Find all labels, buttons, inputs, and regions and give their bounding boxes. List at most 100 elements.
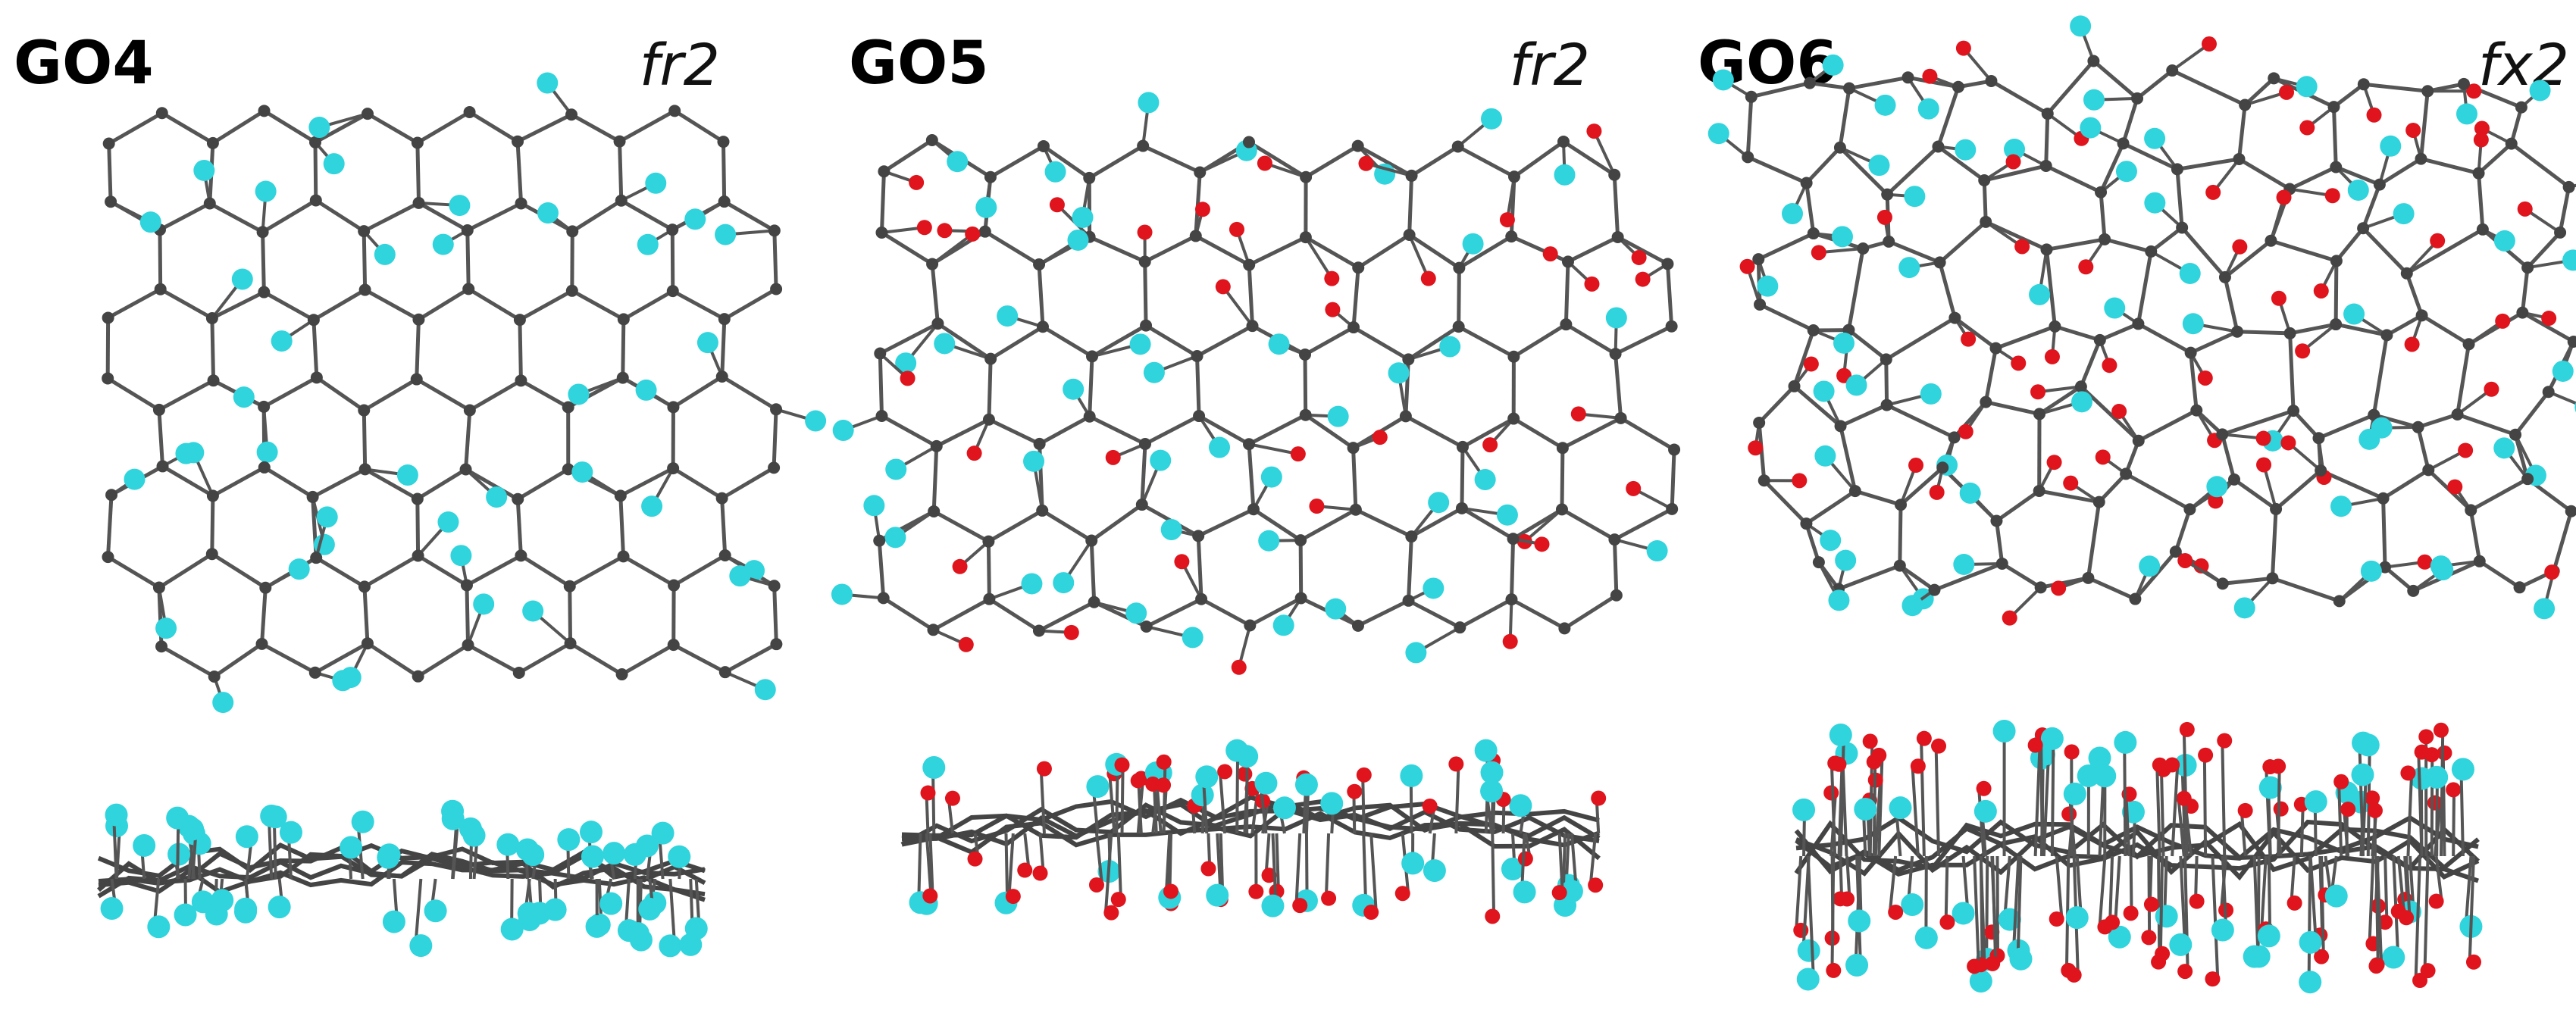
bond	[2420, 157, 2480, 176]
atom	[1086, 775, 1110, 799]
atom	[2166, 64, 2179, 77]
atom	[463, 404, 476, 417]
atom	[1797, 939, 1820, 962]
atom	[377, 846, 400, 869]
bond	[2222, 576, 2273, 586]
bond	[1838, 564, 1901, 591]
atom	[878, 165, 890, 178]
atom	[1480, 780, 1504, 803]
atom	[1423, 577, 1445, 599]
atom	[1138, 92, 1160, 114]
atom	[2296, 76, 2318, 98]
bond	[571, 289, 625, 321]
atom	[1130, 773, 1146, 789]
atom	[696, 332, 718, 354]
atom	[2256, 457, 2272, 473]
atom	[1753, 416, 1766, 429]
atom	[1985, 74, 1998, 87]
atom	[1261, 894, 1285, 918]
atom	[1758, 474, 1770, 487]
atom	[1833, 141, 1846, 154]
atom	[358, 463, 371, 476]
bond	[1809, 81, 1850, 91]
atom	[1086, 350, 1099, 363]
bond	[1271, 833, 1278, 906]
atom	[461, 224, 474, 237]
bond	[1563, 261, 1570, 325]
bond	[158, 379, 214, 412]
bond	[723, 287, 778, 321]
bond	[417, 643, 469, 678]
atom	[668, 579, 681, 592]
bond	[2464, 855, 2473, 927]
bond	[2155, 764, 2161, 857]
atom	[1833, 332, 1855, 354]
bond	[1461, 417, 1515, 449]
bond	[415, 319, 421, 380]
atom	[715, 492, 728, 505]
bond	[2054, 324, 2101, 342]
bond	[1512, 508, 1563, 541]
bond	[1847, 328, 1888, 361]
atom	[2333, 774, 2349, 789]
atom	[1610, 589, 1623, 602]
atom	[102, 372, 114, 385]
bond	[1357, 599, 1410, 628]
bond	[2521, 311, 2574, 344]
bond	[211, 109, 265, 145]
atom	[1023, 450, 1045, 472]
bond	[1877, 755, 1884, 857]
atom	[668, 845, 691, 868]
atom	[1826, 962, 1842, 978]
bond	[1898, 564, 1936, 592]
atom	[1268, 333, 1290, 355]
atom	[1300, 170, 1313, 183]
atom	[1898, 257, 1920, 279]
atom	[1910, 758, 1926, 774]
atom	[2343, 303, 2365, 325]
atom	[1237, 766, 1253, 782]
atom	[2041, 108, 2054, 120]
atom	[1828, 589, 1850, 611]
atom	[1854, 797, 1877, 821]
atom	[1584, 276, 1600, 292]
atom	[2425, 765, 2449, 789]
atom	[1782, 203, 1804, 225]
atom	[2433, 722, 2449, 738]
atom	[259, 581, 272, 594]
bond	[568, 555, 624, 588]
atom	[1560, 880, 1583, 903]
atom	[1908, 458, 1924, 474]
bond	[1509, 539, 1516, 600]
atom	[1044, 161, 1066, 183]
atom	[667, 462, 680, 475]
atom	[1831, 226, 1853, 248]
atom	[2228, 473, 2241, 486]
atom	[1325, 598, 1347, 620]
atom	[316, 506, 338, 528]
atom	[1137, 224, 1153, 240]
atom	[307, 314, 320, 327]
bond	[160, 645, 215, 679]
atom	[358, 404, 371, 417]
bond	[1592, 130, 1617, 176]
bond	[2373, 413, 2419, 430]
bond	[2136, 69, 2174, 100]
bond	[723, 199, 776, 233]
bond	[1352, 325, 1410, 361]
atom	[496, 833, 520, 856]
atom	[2430, 233, 2446, 249]
atom	[1474, 739, 1498, 762]
atom	[944, 790, 960, 806]
bond	[208, 202, 264, 234]
atom	[966, 445, 982, 461]
atom	[916, 220, 932, 236]
atom	[2476, 223, 2489, 236]
bond	[1041, 325, 1094, 358]
bond	[1758, 385, 1796, 424]
bond	[1936, 86, 1961, 148]
atom	[1811, 245, 1826, 261]
bond	[932, 597, 991, 632]
bond	[1407, 325, 1460, 361]
bond	[672, 553, 726, 587]
